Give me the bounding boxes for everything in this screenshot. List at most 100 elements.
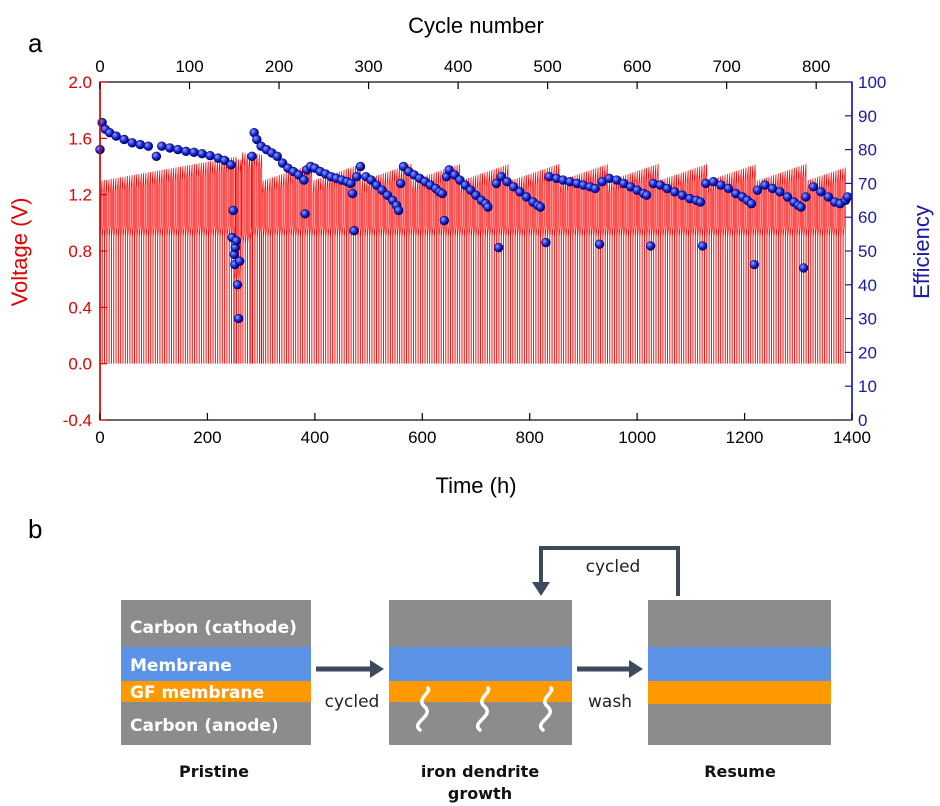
efficiency-point	[352, 171, 362, 182]
top-axis-title: Cycle number	[408, 13, 544, 38]
dendrite-caption-line1: iron dendrite	[421, 762, 540, 781]
y-left-tick-label: -0.4	[63, 411, 92, 430]
top-tick-label: 600	[623, 57, 651, 76]
resume-gf-layer	[648, 681, 831, 704]
efficiency-point	[228, 205, 238, 216]
efficiency-point	[746, 198, 757, 209]
efficiency-point	[801, 192, 811, 202]
dendrite-2-icon	[476, 686, 491, 732]
y-left-axis-title: Voltage (V)	[7, 198, 32, 307]
efficiency-point	[775, 187, 785, 197]
panel-b-label: b	[28, 514, 42, 544]
loop-arrow-head	[532, 582, 550, 596]
efficiency-point	[515, 187, 525, 197]
efficiency-point	[798, 263, 809, 273]
efficiency-point	[752, 185, 763, 195]
efficiency-point	[252, 134, 262, 145]
efficiency-point	[272, 151, 282, 162]
x-tick-label: 400	[301, 428, 329, 447]
efficiency-point	[535, 202, 546, 212]
y-right-tick-label: 20	[858, 343, 877, 362]
battery-diagram: Carbon (cathode) Membrane GF membrane Ca…	[121, 546, 831, 803]
efficiency-point	[541, 237, 551, 248]
pristine-stack: Carbon (cathode) Membrane GF membrane Ca…	[121, 600, 311, 745]
x-tick-label: 1000	[618, 428, 656, 447]
efficiency-point	[439, 215, 450, 226]
efficiency-point	[247, 151, 257, 162]
efficiency-point	[508, 182, 519, 192]
y-right-tick-label: 30	[858, 310, 877, 329]
loop-arrow-line	[539, 546, 680, 596]
efficiency-point	[796, 202, 806, 212]
efficiency-point	[151, 151, 162, 162]
dendrite-stack	[389, 600, 572, 745]
efficiency-point	[349, 226, 359, 236]
x-tick-label: 1200	[726, 428, 764, 447]
efficiency-point	[502, 177, 512, 187]
efficiency-point	[782, 192, 793, 202]
efficiency-point	[347, 188, 358, 199]
x-tick-label: 1400	[833, 428, 871, 447]
x-axis-title: Time (h)	[435, 473, 516, 498]
efficiency-point	[697, 241, 708, 251]
efficiency-point	[197, 148, 207, 159]
pristine-membrane-layer	[121, 647, 311, 681]
efficiency-point	[437, 188, 447, 199]
efficiency-series	[95, 117, 853, 324]
x-tick-label: 800	[516, 428, 544, 447]
pristine-gf-layer	[121, 681, 311, 702]
efficiency-point	[491, 178, 502, 189]
efficiency-point	[493, 242, 504, 253]
voltage-trace	[99, 152, 846, 364]
dendrite-1-icon	[416, 686, 431, 732]
top-tick-label: 200	[265, 57, 293, 76]
efficiency-point	[594, 239, 605, 249]
loop-arrow-label: cycled	[586, 557, 641, 577]
cathode-label: Carbon (cathode)	[130, 618, 297, 638]
efficiency-point	[205, 150, 215, 161]
efficiency-point	[165, 143, 175, 153]
y-right-tick-label: 80	[858, 141, 877, 160]
membrane-label: Membrane	[130, 656, 232, 676]
y-right-tick-label: 60	[858, 208, 877, 227]
efficiency-point	[173, 144, 183, 155]
y-right-tick-label: 50	[858, 242, 877, 261]
efficiency-point	[157, 141, 167, 151]
arrow-wash-label: wash	[588, 692, 632, 712]
efficiency-point	[823, 192, 834, 202]
anode-label: Carbon (anode)	[130, 716, 279, 736]
efficiency-point	[695, 197, 706, 207]
resume-caption: Resume	[704, 762, 776, 781]
efficiency-point	[232, 280, 243, 290]
y-right-tick-label: 0	[858, 411, 867, 430]
efficiency-point	[355, 161, 366, 172]
top-tick-label: 800	[802, 57, 830, 76]
efficiency-point	[143, 141, 154, 151]
gf-membrane-label: GF membrane	[130, 683, 264, 703]
panel-a-label: a	[28, 28, 43, 58]
efficiency-point	[393, 205, 404, 216]
top-tick-label: 300	[354, 57, 382, 76]
efficiency-point	[135, 139, 145, 150]
pristine-cathode-layer	[121, 600, 311, 647]
x-tick-label: 0	[95, 428, 104, 447]
dendrite-gf-layer	[389, 681, 572, 702]
efficiency-point	[642, 190, 652, 200]
efficiency-point	[231, 236, 242, 246]
efficiency-point	[521, 192, 532, 202]
y-right-tick-label: 10	[858, 377, 877, 396]
dendrite-membrane-layer	[389, 647, 572, 681]
voltage-series	[99, 152, 846, 364]
efficiency-point	[219, 155, 230, 166]
efficiency-point	[226, 160, 236, 170]
y-left-tick-label: 1.6	[68, 129, 92, 148]
efficiency-point	[396, 178, 406, 189]
efficiency-point	[300, 209, 310, 219]
dendrite-caption-line2: growth	[448, 784, 512, 803]
efficiency-point	[590, 183, 600, 194]
y-left-tick-label: 2.0	[68, 73, 92, 92]
pristine-caption: Pristine	[179, 762, 249, 781]
